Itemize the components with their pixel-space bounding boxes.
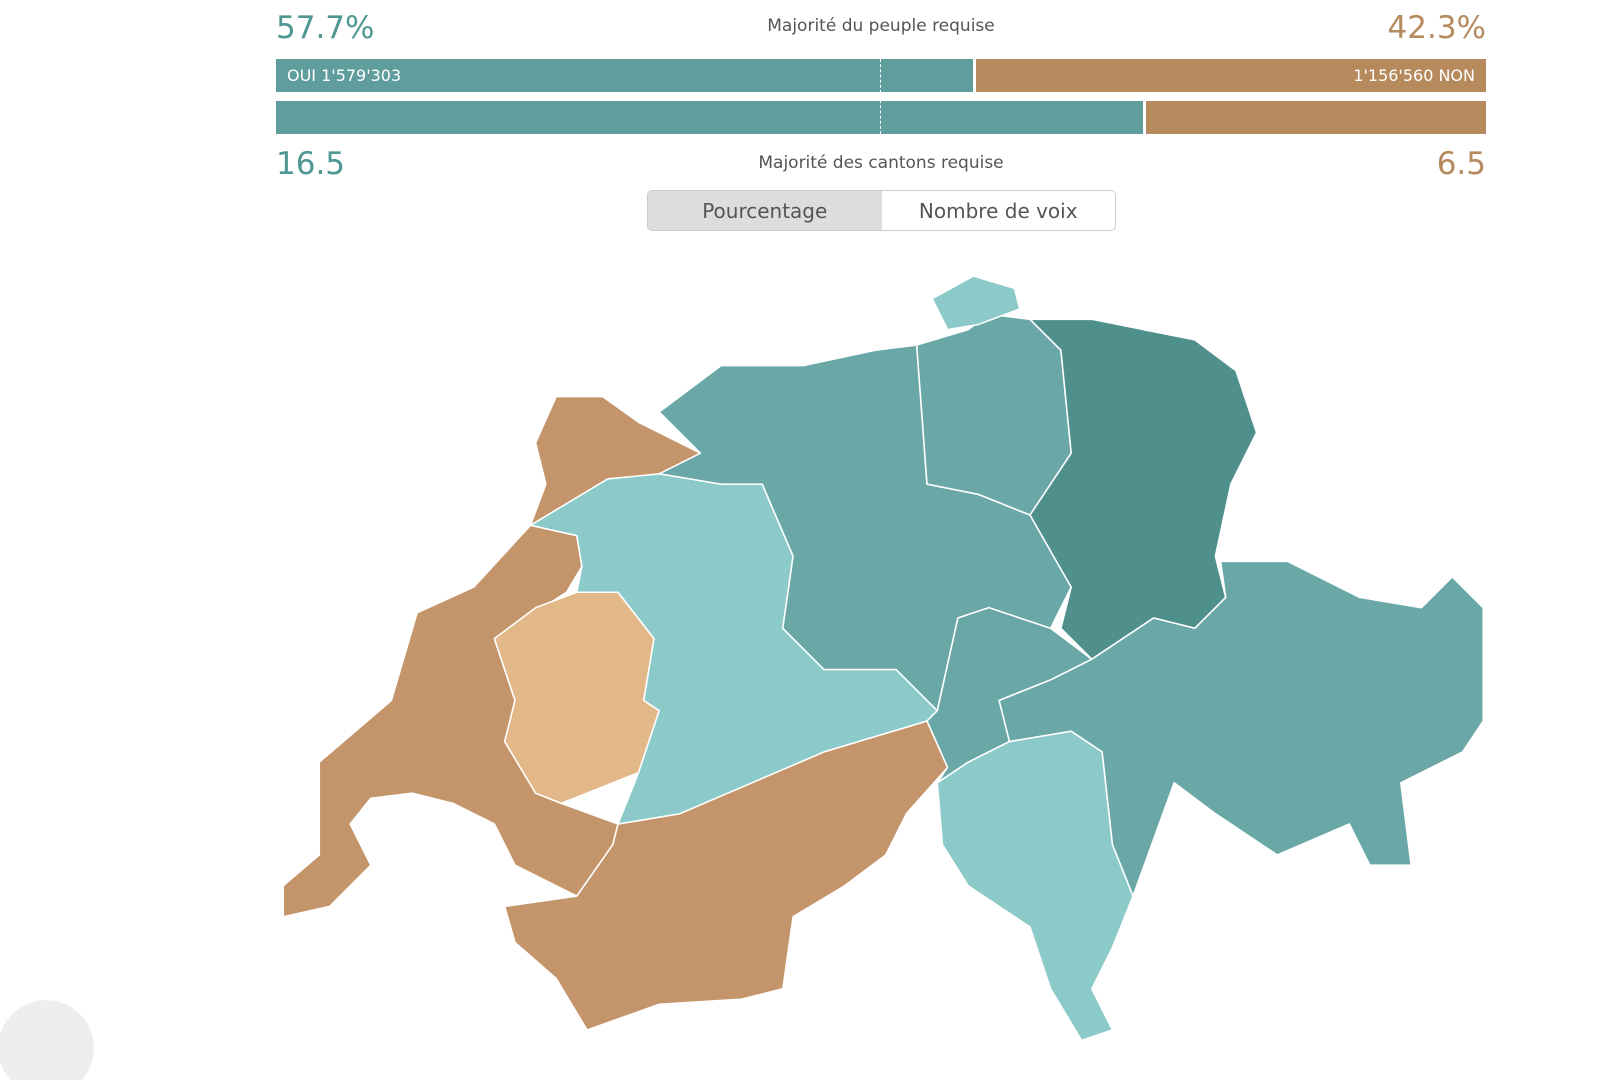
canton[interactable] <box>915 313 1072 516</box>
toggle-option[interactable]: Pourcentage <box>648 191 882 230</box>
popular-requirement: Majorité du peuple requise <box>767 16 995 36</box>
canton[interactable] <box>931 275 1021 331</box>
cantons-no-bar <box>1145 101 1486 134</box>
cantons-yes: 16.5 <box>276 146 346 182</box>
yes-votes: OUI 1'579'303 <box>287 66 402 85</box>
majority-line <box>880 59 881 134</box>
cantons-no: 6.5 <box>1436 146 1486 182</box>
no-percent: 42.3% <box>1387 10 1486 46</box>
popular-yes-bar: OUI 1'579'303 <box>276 59 973 92</box>
no-votes: 1'156'560 NON <box>1353 66 1475 85</box>
canton[interactable] <box>936 730 1134 1042</box>
cantons-yes-bar <box>276 101 1143 134</box>
yes-percent: 57.7% <box>276 10 375 46</box>
fingerprint-button[interactable] <box>0 1000 94 1080</box>
toggle-option[interactable]: Nombre de voix <box>881 191 1115 230</box>
popular-no-bar: 1'156'560 NON <box>975 59 1486 92</box>
cantons-requirement: Majorité des cantons requise <box>758 153 1004 173</box>
toggle: Pourcentage Nombre de voix <box>647 190 1116 231</box>
